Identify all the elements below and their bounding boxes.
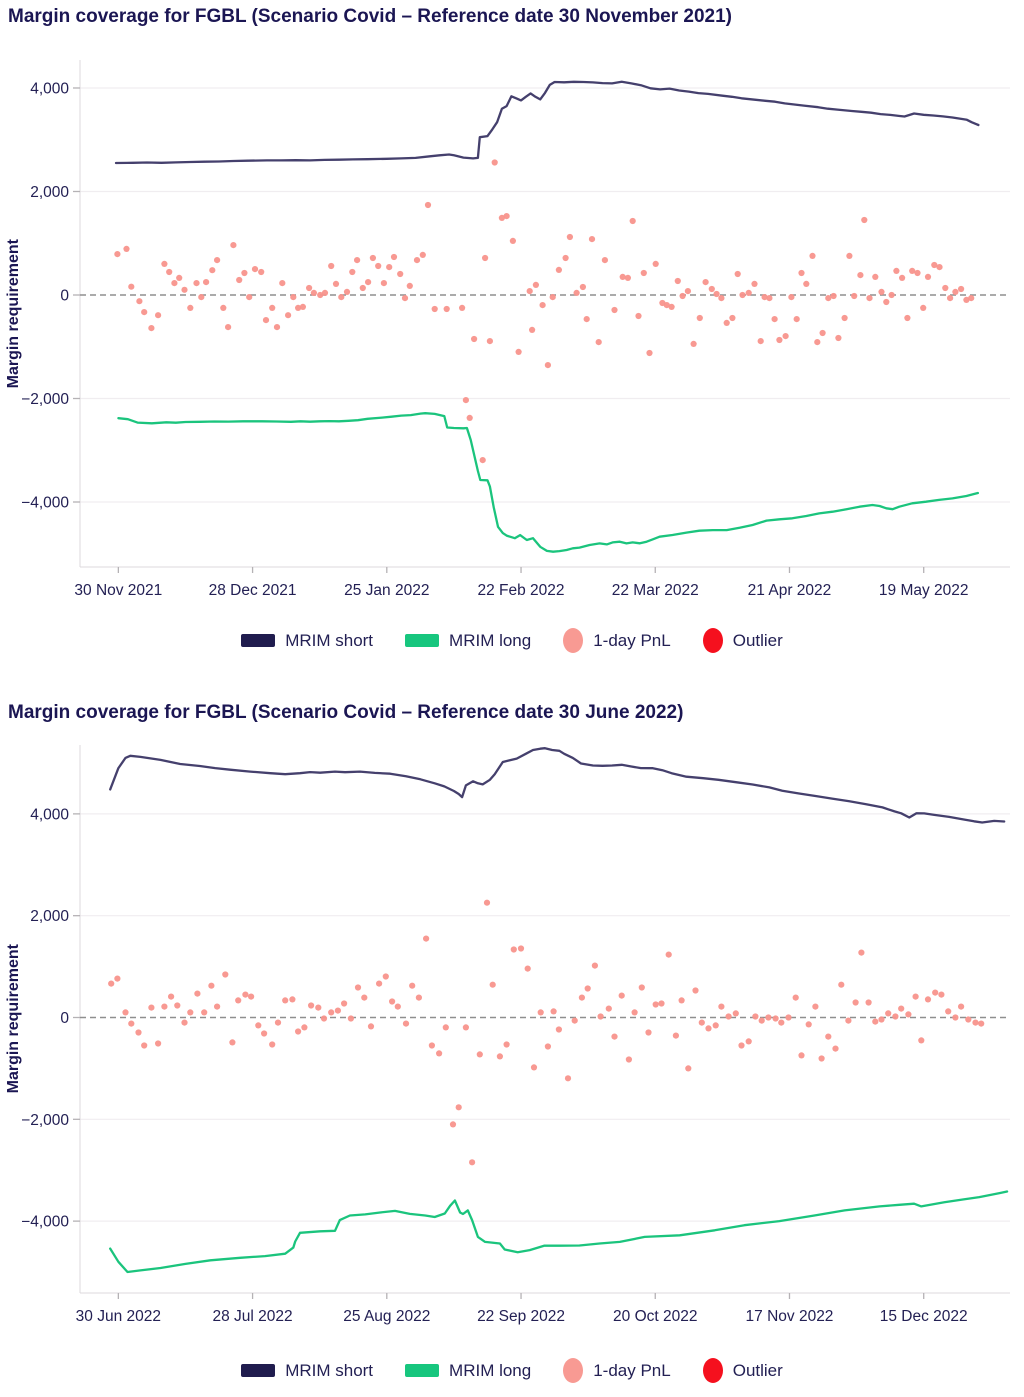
- gridlines: [80, 813, 1010, 1222]
- legend-item-mrim-long: MRIM long: [405, 631, 531, 651]
- chart1-title: Margin coverage for FGBL (Scenario Covid…: [8, 6, 733, 27]
- legend-item-mrim-long: MRIM long: [405, 1361, 531, 1381]
- x-tick-label: 28 Jul 2022: [212, 1308, 292, 1325]
- outlier-dot-icon: [702, 628, 723, 653]
- legend-label: 1-day PnL: [593, 1360, 671, 1380]
- y-tick-label: 0: [60, 287, 69, 304]
- legend-label: MRIM long: [449, 1360, 532, 1380]
- y-axis-ticks: 4,000 2,000 0 −2,000 −4,000: [21, 806, 80, 1231]
- axes: [79, 745, 1010, 1294]
- x-axis-ticks: 30 Jun 2022 28 Jul 2022 25 Aug 2022 22 Sep …: [76, 1293, 968, 1325]
- x-tick-label: 19 May 2022: [879, 582, 969, 599]
- legend-item-outlier: Outlier: [702, 628, 783, 653]
- 1-day-pnl-dots: [114, 159, 975, 464]
- y-tick-label: −2,000: [21, 1112, 69, 1129]
- legend-item-pnl: 1-day PnL: [563, 628, 671, 653]
- chart-2: 4,000 2,000 0 −2,000 −4,000 30 Jun 2022 28 Jul…: [21, 745, 1010, 1325]
- x-tick-label: 20 Oct 2022: [613, 1308, 697, 1325]
- x-tick-label: 22 Feb 2022: [478, 582, 565, 599]
- x-tick-label: 25 Jan 2022: [344, 582, 429, 599]
- legend-label: MRIM short: [285, 1360, 374, 1380]
- chart-1: 4,000 2,000 0 −2,000 −4,000 30 Nov 2021 28 Dec…: [21, 60, 1010, 599]
- x-tick-label: 22 Mar 2022: [612, 582, 699, 599]
- x-tick-label: 30 Jun 2022: [76, 1308, 161, 1325]
- x-tick-label: 17 Nov 2022: [746, 1308, 834, 1325]
- legend-item-pnl: 1-day PnL: [563, 1358, 671, 1383]
- y-tick-label: 2,000: [30, 908, 69, 925]
- mrim-long-swatch-icon: [405, 634, 440, 647]
- legend-label: MRIM long: [449, 630, 532, 650]
- x-axis-ticks: 30 Nov 2021 28 Dec 2021 25 Jan 2022 22 Feb …: [74, 567, 969, 599]
- y-tick-label: −4,000: [21, 1214, 69, 1231]
- axes: [79, 60, 1010, 568]
- gridlines: [80, 87, 1010, 503]
- 1-day-pnl-dots: [108, 899, 985, 1166]
- y-tick-label: 2,000: [30, 184, 69, 201]
- y-tick-label: −4,000: [21, 495, 69, 512]
- outlier-dot-icon: [702, 1358, 723, 1383]
- x-tick-label: 30 Nov 2021: [74, 582, 162, 599]
- x-tick-label: 21 Apr 2022: [748, 582, 832, 599]
- legend-item-mrim-short: MRIM short: [241, 631, 373, 651]
- legend-label: 1-day PnL: [593, 630, 671, 650]
- mrim-short-swatch-icon: [241, 1364, 276, 1377]
- legend-label: MRIM short: [285, 630, 374, 650]
- chart2-legend: MRIM short MRIM long 1-day PnL Outlier: [0, 1358, 1024, 1383]
- x-tick-label: 22 Sep 2022: [477, 1308, 565, 1325]
- mrim-long-swatch-icon: [405, 1364, 440, 1377]
- y-tick-label: 4,000: [30, 806, 69, 823]
- legend-item-outlier: Outlier: [702, 1358, 783, 1383]
- legend-item-mrim-short: MRIM short: [241, 1361, 373, 1381]
- y-axis-ticks: 4,000 2,000 0 −2,000 −4,000: [21, 80, 80, 512]
- legend-label: Outlier: [732, 630, 783, 650]
- y-tick-label: −2,000: [21, 391, 69, 408]
- mrim-short-swatch-icon: [241, 634, 276, 647]
- pnl-dot-icon: [563, 1358, 584, 1383]
- x-tick-label: 15 Dec 2022: [880, 1308, 968, 1325]
- y-tick-label: 0: [60, 1010, 69, 1027]
- mrim-short-line: [114, 80, 980, 165]
- chart2-title: Margin coverage for FGBL (Scenario Covid…: [8, 702, 684, 723]
- mrim-short-line: [109, 747, 1006, 824]
- mrim-long-line: [109, 1190, 1009, 1274]
- chart1-legend: MRIM short MRIM long 1-day PnL Outlier: [0, 628, 1024, 653]
- x-tick-label: 28 Dec 2021: [209, 582, 297, 599]
- pnl-dot-icon: [563, 628, 584, 653]
- x-tick-label: 25 Aug 2022: [343, 1308, 430, 1325]
- y-tick-label: 4,000: [30, 80, 69, 97]
- legend-label: Outlier: [732, 1360, 783, 1380]
- mrim-long-line: [117, 412, 980, 553]
